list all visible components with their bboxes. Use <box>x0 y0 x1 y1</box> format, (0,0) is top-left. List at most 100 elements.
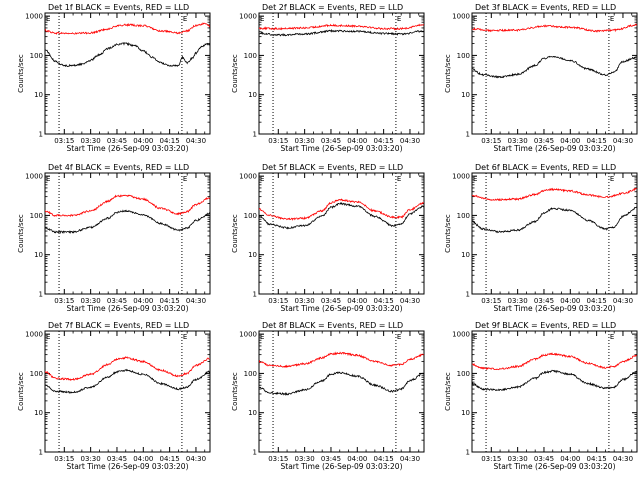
y-tick-label: 1 <box>253 131 257 139</box>
y-tick-label: 1000 <box>25 331 43 339</box>
x-tick-label: 04:00 <box>133 137 153 145</box>
y-tick-label: 1000 <box>452 13 470 21</box>
y-tick-label: 10 <box>248 91 257 99</box>
event-marker-label: E <box>260 333 264 341</box>
event-marker-label: E <box>610 333 614 341</box>
x-axis-label: Start Time (26-Sep-09 03:03:20) <box>281 144 403 153</box>
y-tick-label: 1 <box>253 449 257 457</box>
x-tick-label: 03:45 <box>107 455 127 463</box>
y-tick-label: 10 <box>248 409 257 417</box>
y-tick-label: 10 <box>461 91 470 99</box>
y-tick-label: 10 <box>248 251 257 259</box>
x-tick-label: 04:30 <box>613 297 633 305</box>
x-tick-label: 03:30 <box>295 297 315 305</box>
plot-frame <box>258 330 425 453</box>
lld-series-line <box>472 352 637 371</box>
x-tick-label: 03:45 <box>321 137 341 145</box>
panel-det-9: Det 9f BLACK = Events, RED = LLD 1 10 100 10… <box>444 321 638 471</box>
x-tick-label: 03:15 <box>268 297 288 305</box>
y-tick-label: 10 <box>461 251 470 259</box>
event-marker-label: E <box>46 15 50 23</box>
x-axis-label: Start Time (26-Sep-09 03:03:20) <box>67 304 189 313</box>
y-axis-label: Counts/sec <box>444 214 452 253</box>
events-series-line <box>259 371 424 396</box>
events-series-line <box>472 206 637 234</box>
panel-title: Det 9f BLACK = Events, RED = LLD <box>475 321 616 330</box>
y-tick-label: 1 <box>466 449 470 457</box>
x-tick-label: 03:15 <box>54 137 74 145</box>
x-tick-label: 03:30 <box>508 297 528 305</box>
x-tick-label: 04:00 <box>560 297 580 305</box>
x-tick-label: 03:15 <box>481 137 501 145</box>
x-tick-label: 04:15 <box>374 455 394 463</box>
event-marker-label: E <box>397 15 401 23</box>
events-series-line <box>259 28 424 37</box>
panel-title: Det 4f BLACK = Events, RED = LLD <box>48 163 189 172</box>
y-axis-label: Counts/sec <box>231 54 239 93</box>
events-series-line <box>45 41 210 68</box>
panel-det-6: Det 6f BLACK = Events, RED = LLD 1 10 100 10… <box>444 163 638 313</box>
lld-series-line <box>472 23 637 33</box>
event-marker-label: E <box>397 175 401 183</box>
x-tick-label: 03:30 <box>295 137 315 145</box>
x-tick-label: 04:30 <box>400 137 420 145</box>
x-tick-label: 04:15 <box>587 137 607 145</box>
x-tick-label: 03:15 <box>54 297 74 305</box>
x-axis-label: Start Time (26-Sep-09 03:03:20) <box>281 462 403 471</box>
y-axis-label: Counts/sec <box>444 372 452 411</box>
y-tick-label: 1000 <box>239 13 257 21</box>
x-tick-label: 04:15 <box>374 137 394 145</box>
x-tick-label: 03:30 <box>81 137 101 145</box>
panel-title: Det 1f BLACK = Events, RED = LLD <box>48 3 189 12</box>
y-tick-label: 1 <box>39 291 43 299</box>
events-series-line <box>472 55 637 79</box>
x-tick-label: 04:00 <box>560 137 580 145</box>
y-tick-label: 100 <box>30 52 43 60</box>
x-tick-label: 04:00 <box>347 137 367 145</box>
y-tick-label: 1 <box>39 131 43 139</box>
plot-frame <box>258 172 425 295</box>
x-tick-label: 03:15 <box>481 455 501 463</box>
x-tick-label: 04:15 <box>587 455 607 463</box>
x-axis-label: Start Time (26-Sep-09 03:03:20) <box>494 304 616 313</box>
plot-frame <box>471 172 638 295</box>
y-axis-label: Counts/sec <box>231 372 239 411</box>
x-tick-label: 04:00 <box>560 455 580 463</box>
x-axis-label: Start Time (26-Sep-09 03:03:20) <box>67 462 189 471</box>
plot-frame <box>471 330 638 453</box>
y-tick-label: 1 <box>39 449 43 457</box>
y-tick-label: 1 <box>466 291 470 299</box>
x-tick-label: 03:15 <box>268 455 288 463</box>
x-tick-label: 04:30 <box>613 137 633 145</box>
y-tick-label: 100 <box>30 370 43 378</box>
event-marker-label: E <box>397 333 401 341</box>
y-tick-label: 1000 <box>452 331 470 339</box>
x-tick-label: 03:30 <box>508 455 528 463</box>
x-tick-label: 04:30 <box>186 455 206 463</box>
lld-series-line <box>45 356 210 382</box>
y-tick-label: 10 <box>34 251 43 259</box>
x-tick-label: 03:45 <box>534 455 554 463</box>
event-marker-label: E <box>183 175 187 183</box>
plot-frame <box>44 12 211 135</box>
y-tick-label: 1000 <box>452 173 470 181</box>
x-tick-label: 04:30 <box>400 297 420 305</box>
events-series-line <box>45 209 210 234</box>
events-series-line <box>472 369 637 392</box>
x-tick-label: 04:15 <box>160 455 180 463</box>
x-tick-label: 04:15 <box>374 297 394 305</box>
lld-series-line <box>259 198 424 221</box>
plot-frame <box>258 12 425 135</box>
x-tick-label: 03:30 <box>295 455 315 463</box>
y-axis-label: Counts/sec <box>17 372 25 411</box>
panel-title: Det 5f BLACK = Events, RED = LLD <box>262 163 403 172</box>
x-tick-label: 04:30 <box>186 137 206 145</box>
y-tick-label: 100 <box>244 370 257 378</box>
panel-det-8: Det 8f BLACK = Events, RED = LLD 1 10 100 10… <box>231 321 425 471</box>
x-tick-label: 04:00 <box>133 455 153 463</box>
x-tick-label: 04:15 <box>587 297 607 305</box>
x-tick-label: 04:30 <box>186 297 206 305</box>
event-marker-label: E <box>183 15 187 23</box>
panel-det-7: Det 7f BLACK = Events, RED = LLD 1 10 100 10… <box>17 321 211 471</box>
events-series-line <box>45 368 210 394</box>
